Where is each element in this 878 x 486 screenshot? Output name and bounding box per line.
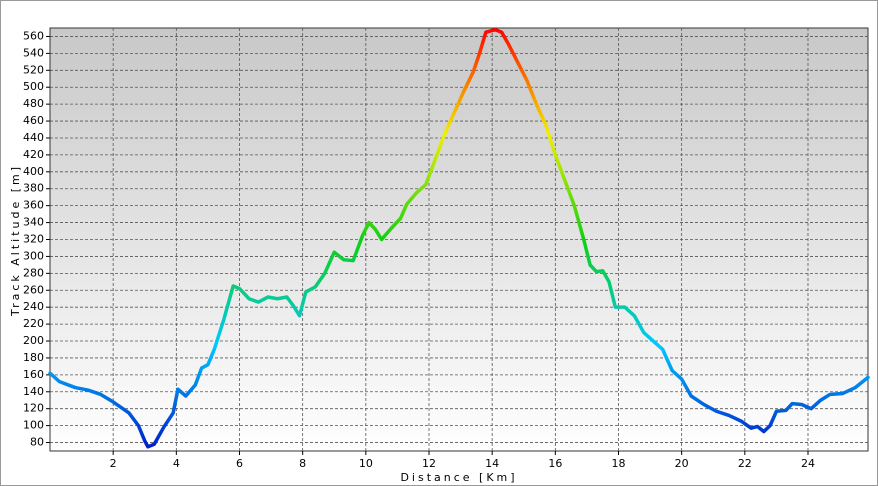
- y-tick-label: 100: [23, 419, 44, 432]
- y-tick-label: 80: [30, 436, 44, 449]
- y-tick-label: 280: [23, 266, 44, 279]
- y-tick-label: 260: [23, 283, 44, 296]
- x-tick-label: 8: [299, 457, 306, 470]
- y-tick-label: 200: [23, 334, 44, 347]
- y-tick-label: 480: [23, 97, 44, 110]
- x-tick-label: 10: [359, 457, 373, 470]
- y-tick-label: 540: [23, 46, 44, 59]
- y-tick-label: 160: [23, 368, 44, 381]
- y-tick-label: 380: [23, 182, 44, 195]
- y-tick-label: 240: [23, 300, 44, 313]
- x-tick-label: 4: [173, 457, 180, 470]
- x-tick-label: 22: [738, 457, 752, 470]
- x-tick-label: 20: [675, 457, 689, 470]
- altitude-line: [48, 27, 870, 449]
- x-tick-label: 6: [236, 457, 243, 470]
- y-tick-label: 440: [23, 131, 44, 144]
- y-tick-label: 300: [23, 249, 44, 262]
- x-tick-label: 14: [485, 457, 499, 470]
- y-tick-label: 460: [23, 114, 44, 127]
- y-tick-label: 120: [23, 402, 44, 415]
- x-tick-label: 12: [422, 457, 436, 470]
- y-axis-title: Track Altitude [m]: [9, 164, 22, 317]
- y-tick-label: 520: [23, 63, 44, 76]
- y-tick-label: 560: [23, 29, 44, 42]
- y-tick-label: 340: [23, 216, 44, 229]
- y-tick-label: 220: [23, 317, 44, 330]
- y-tick-label: 140: [23, 385, 44, 398]
- y-tick-label: 420: [23, 148, 44, 161]
- x-tick-label: 2: [110, 457, 117, 470]
- x-tick-label: 24: [801, 457, 815, 470]
- y-tick-label: 400: [23, 165, 44, 178]
- x-tick-label: 18: [611, 457, 625, 470]
- x-axis-title: Distance [Km]: [400, 471, 517, 484]
- y-tick-label: 360: [23, 199, 44, 212]
- y-tick-label: 500: [23, 80, 44, 93]
- y-tick-label: 320: [23, 233, 44, 246]
- y-tick-label: 180: [23, 351, 44, 364]
- x-tick-label: 16: [548, 457, 562, 470]
